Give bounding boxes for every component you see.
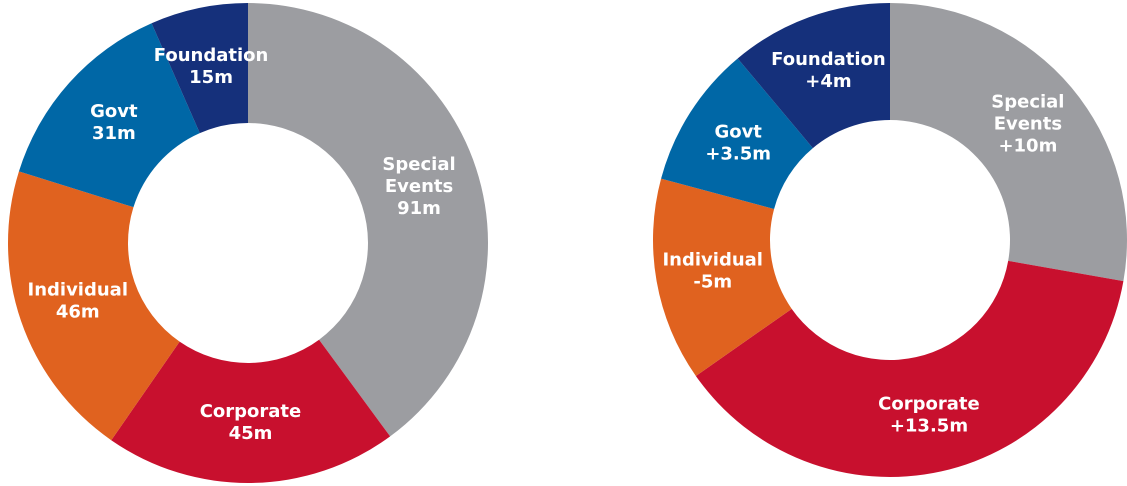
donut-slice <box>7 171 180 441</box>
slice-value-label: 31m <box>92 123 136 144</box>
donut-slice <box>661 58 813 209</box>
category-line: Corporate <box>200 401 302 422</box>
slice-category: Individual <box>28 279 129 300</box>
donut-slice <box>248 3 489 437</box>
category-line: Individual <box>662 249 763 270</box>
slice-value-label: 46m <box>56 301 100 322</box>
donut: Special Events+10m Corporate+13.5m Individu… <box>653 3 1127 477</box>
category-line: Foundation <box>771 49 886 70</box>
donut-slice <box>653 178 792 376</box>
slice-category: Govt <box>714 121 762 142</box>
slice-category: Special Events <box>382 154 455 197</box>
slice-value-label: 45m <box>229 423 273 444</box>
donut-slice <box>890 3 1127 282</box>
donut-slice <box>695 260 1124 477</box>
slice-value-label: +4m <box>805 71 851 92</box>
slice-value-label: 15m <box>189 67 233 88</box>
donut-slice <box>737 3 890 149</box>
category-line: Corporate <box>878 394 980 415</box>
category-line: Special <box>991 91 1064 112</box>
donut-slice <box>151 3 248 134</box>
category-line: Special <box>382 154 455 175</box>
category-line: Govt <box>714 121 762 142</box>
category-line: Govt <box>90 101 138 122</box>
slice-category: Corporate <box>878 394 980 415</box>
donut-slice <box>111 339 391 484</box>
category-line: Individual <box>28 279 129 300</box>
category-line: Events <box>994 113 1062 134</box>
slice-value-label: +3.5m <box>705 143 771 164</box>
slice-value-label: 91m <box>397 198 441 219</box>
slice-value-label: -5m <box>693 271 732 292</box>
slice-category: Corporate <box>200 401 302 422</box>
slice-category: Foundation <box>771 49 886 70</box>
slice-category: Special Events <box>991 91 1064 134</box>
slice-category: Govt <box>90 101 138 122</box>
slice-value-label: +13.5m <box>890 416 968 437</box>
category-line: Foundation <box>154 45 269 66</box>
category-line: Events <box>385 176 453 197</box>
slice-value-label: +10m <box>998 135 1057 156</box>
donut-slice <box>18 23 200 208</box>
slice-category: Individual <box>662 249 763 270</box>
slice-category: Foundation <box>154 45 269 66</box>
